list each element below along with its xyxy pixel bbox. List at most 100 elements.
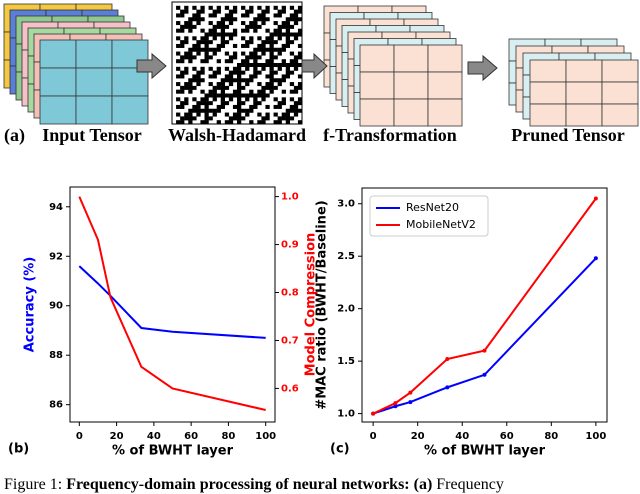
hadamard-cell xyxy=(192,36,197,41)
hadamard-cell xyxy=(220,89,226,94)
x-tick-label: 80 xyxy=(544,431,558,442)
hadamard-cell xyxy=(180,116,185,121)
hadamard-cell xyxy=(184,82,189,87)
hadamard-cell xyxy=(192,104,197,109)
point xyxy=(593,256,598,261)
hadamard-cell xyxy=(269,43,274,48)
hadamard-cell xyxy=(232,17,238,22)
hadamard-cell xyxy=(245,13,250,18)
hadamard-cell xyxy=(285,120,291,125)
hadamard-cell xyxy=(289,82,295,87)
tensor-cell xyxy=(601,59,639,83)
hadamard-cell xyxy=(228,78,234,83)
hadamard-cell xyxy=(196,9,201,14)
hadamard-cell xyxy=(293,36,299,41)
hadamard-cell xyxy=(176,43,181,48)
hadamard-cell xyxy=(253,21,258,26)
hadamard-cell xyxy=(265,74,270,79)
hadamard-cell xyxy=(184,70,189,75)
hadamard-cell xyxy=(200,47,205,52)
y-tick-label: 1.0 xyxy=(337,409,355,420)
hadamard-cell xyxy=(216,85,221,90)
hadamard-cell xyxy=(281,5,286,10)
y-tick-label: 88 xyxy=(49,350,63,361)
hadamard-cell xyxy=(192,108,197,113)
hadamard-cell xyxy=(220,17,226,22)
hadamard-cell xyxy=(228,21,234,26)
point xyxy=(445,357,450,362)
hadamard-cell xyxy=(196,43,201,48)
hadamard-cell xyxy=(293,104,299,109)
hadamard-cell xyxy=(204,112,209,117)
hadamard-cell xyxy=(261,89,266,94)
hadamard-cell xyxy=(188,17,193,22)
hadamard-cell xyxy=(200,108,205,113)
hadamard-cell xyxy=(249,89,254,94)
hadamard-cell xyxy=(285,63,291,68)
hadamard-cell xyxy=(265,40,270,45)
hadamard-cell xyxy=(297,85,303,90)
hadamard-cell xyxy=(237,66,242,71)
hadamard-cell xyxy=(192,116,197,121)
hadamard-cell xyxy=(176,97,181,102)
hadamard-cell xyxy=(253,104,258,109)
hadamard-cell xyxy=(180,70,185,75)
hadamard-cell xyxy=(265,47,270,52)
hadamard-cell xyxy=(176,13,181,18)
hadamard-cell xyxy=(232,116,238,121)
hadamard-cell xyxy=(192,85,197,90)
hadamard-cell xyxy=(241,85,246,90)
hadamard-cell xyxy=(245,59,250,64)
x-tick-label: 100 xyxy=(585,431,606,442)
plot-frame xyxy=(69,186,276,423)
hadamard-cell xyxy=(257,89,262,94)
hadamard-cell xyxy=(289,116,295,121)
hadamard-cell xyxy=(176,21,181,26)
hadamard-cell xyxy=(257,82,262,87)
hadamard-cell xyxy=(277,63,282,68)
hadamard-cell xyxy=(208,108,213,113)
hadamard-cell xyxy=(277,82,282,87)
hadamard-cell xyxy=(237,120,242,125)
hadamard-cell xyxy=(273,47,278,52)
hadamard-cell xyxy=(192,43,197,48)
hadamard-cell xyxy=(285,21,291,26)
hadamard-cell xyxy=(196,112,201,117)
tensor-cell xyxy=(427,44,463,73)
hadamard-cell xyxy=(180,40,185,45)
hadamard-cell xyxy=(188,112,193,117)
tensor-cell xyxy=(75,67,113,97)
hadamard-cell xyxy=(200,120,205,125)
hadamard-cell xyxy=(188,78,193,83)
hadamard-cell xyxy=(277,78,282,83)
hadamard-cell xyxy=(253,17,258,22)
hadamard-cell xyxy=(241,59,246,64)
hadamard-cell xyxy=(228,97,234,102)
hadamard-cell xyxy=(289,51,295,56)
hadamard-cell xyxy=(269,40,274,45)
hadamard-cell xyxy=(241,78,246,83)
hadamard-cell xyxy=(180,120,185,125)
hadamard-cell xyxy=(237,89,242,94)
hadamard-cell xyxy=(216,59,221,64)
hadamard-cell xyxy=(265,63,270,68)
hadamard-cell xyxy=(192,24,197,29)
hadamard-cell xyxy=(237,85,242,90)
hadamard-cell xyxy=(180,85,185,90)
hadamard-cell xyxy=(241,108,246,113)
tensor-cell xyxy=(601,81,639,105)
tensor-cell xyxy=(601,103,639,127)
hadamard-cell xyxy=(180,13,185,18)
hadamard-cell xyxy=(249,74,254,79)
hadamard-cell xyxy=(180,104,185,109)
hadamard-cell xyxy=(196,13,201,18)
hadamard-cell xyxy=(245,112,250,117)
hadamard-cell xyxy=(285,112,291,117)
hadamard-cell xyxy=(200,89,205,94)
hadamard-cell xyxy=(265,116,270,121)
point xyxy=(593,196,598,201)
hadamard-cell xyxy=(297,74,303,79)
hadamard-cell xyxy=(204,93,209,98)
hadamard-cell xyxy=(212,89,217,94)
hadamard-cell xyxy=(297,55,303,60)
